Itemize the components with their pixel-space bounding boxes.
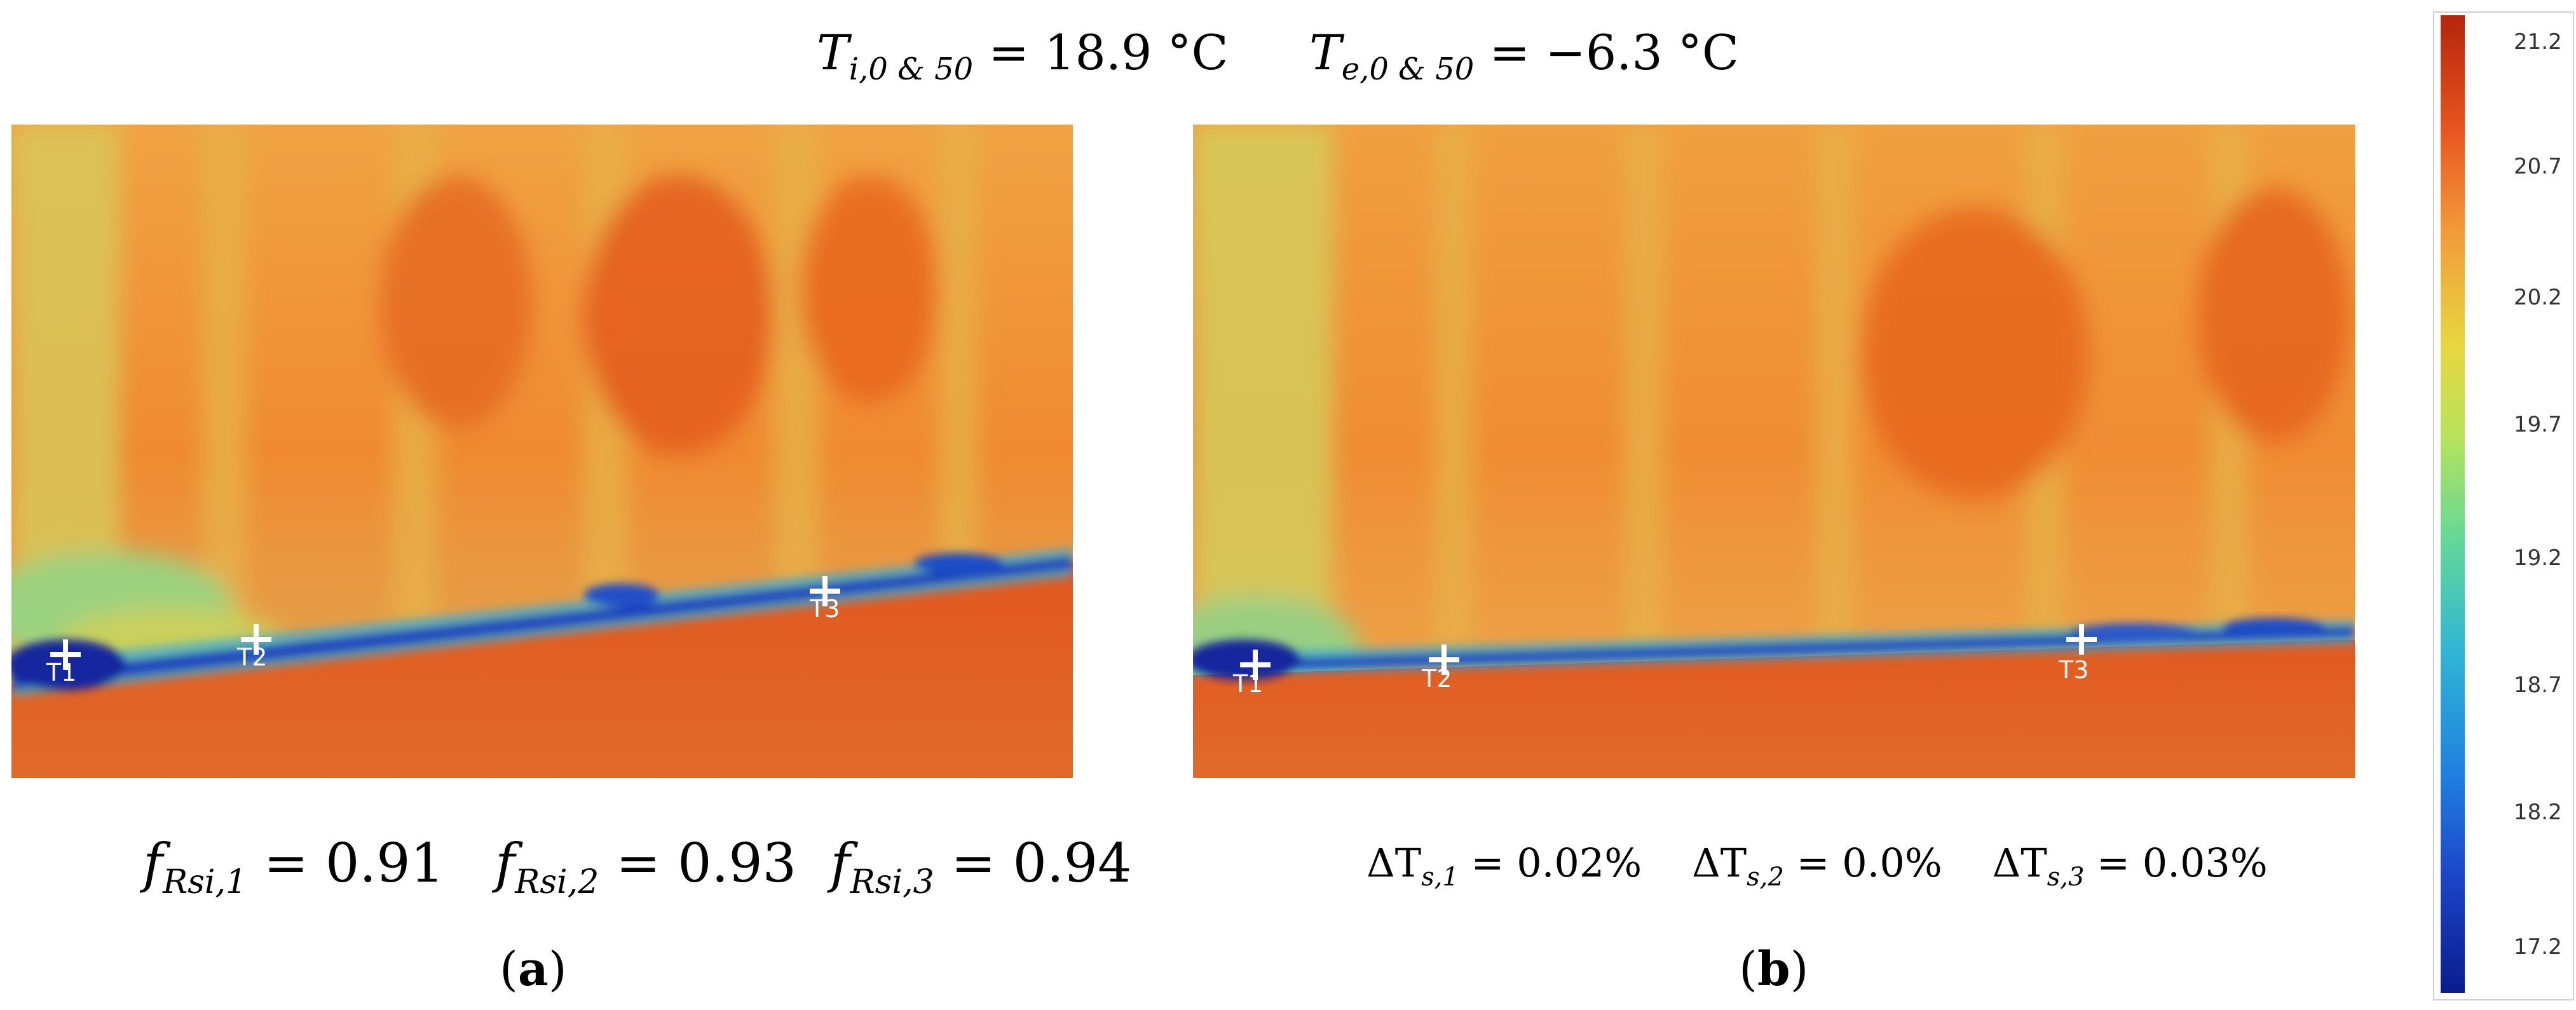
marker-t1-label: T1 [1233,670,1264,698]
dts-1-sub: s,1 [1421,863,1459,892]
colorbar [2441,15,2465,993]
frsi-1-symbol: f [143,832,163,894]
caption-b-open: ( [1739,942,1757,997]
dts-3-sub: s,3 [2047,863,2085,892]
delta-ts-values: ΔTs,1 = 0.02% ΔTs,2 = 0.0% ΔTs,3 = 0.03% [1366,825,2268,901]
marker-t3 [806,572,844,610]
thermogram-a: T1 T2 T3 [11,125,1073,778]
colorbar-tick: 19.7 [2514,412,2562,437]
colorbar-tick: 20.2 [2514,285,2562,310]
frsi-2-value: = 0.93 [599,832,797,894]
caption-b-letter: b [1757,942,1790,997]
ti-symbol: T [817,24,849,81]
frsi-3-value: = 0.94 [934,832,1132,894]
frsi-values: fRsi,1 = 0.91 fRsi,2 = 0.93 fRsi,3 = 0.9… [143,825,1132,901]
caption-a-open: ( [500,942,518,997]
indoor-temperature-label: Ti,0 & 50 = 18.9 °C [817,18,1229,88]
outdoor-temperature-label: Te,0 & 50 = −6.3 °C [1309,18,1739,88]
marker-t2-label: T2 [1422,665,1452,693]
frsi-3-sub: Rsi,3 [850,863,934,901]
colorbar-tick: 19.2 [2514,545,2562,571]
colorbar-tick: 21.2 [2514,29,2562,55]
colorbar-tick: 18.2 [2514,800,2562,825]
dts-3-value: = 0.03% [2084,840,2268,886]
frsi-2-sub: Rsi,2 [515,863,599,901]
te-symbol: T [1309,24,1342,81]
caption-a-letter: a [517,942,549,997]
marker-t1-label: T1 [46,659,77,686]
caption-b-close: ) [1790,942,1809,997]
marker-t2-label: T2 [237,643,268,671]
dts-1-symbol: ΔT [1366,840,1422,886]
thermogram-a-image [11,125,1073,778]
dts-2-value: = 0.0% [1783,840,1942,886]
marker-t1 [46,636,85,674]
thermogram-b: T1 T2 T3 [1193,125,2355,778]
te-value: = −6.3 °C [1474,24,1740,81]
marker-t1 [1236,646,1274,684]
dts-3-symbol: ΔT [1992,840,2047,886]
dts-2-sub: s,2 [1747,863,1784,892]
marker-t3-label: T3 [810,595,840,623]
caption-a: (a) [500,938,567,1001]
colorbar-tick: 18.7 [2514,672,2562,698]
colorbar-tick: 17.2 [2514,934,2562,960]
marker-t2 [1425,641,1463,679]
colorbar-tick: 20.7 [2514,154,2562,179]
frsi-3-symbol: f [830,832,850,894]
marker-t2 [237,620,275,659]
frsi-2-symbol: f [495,832,515,894]
ti-subscript: i,0 & 50 [848,51,974,87]
marker-t3 [2062,620,2101,659]
ti-value: = 18.9 °C [973,24,1229,81]
caption-a-close: ) [548,942,567,997]
thermogram-b-image [1193,125,2355,778]
caption-b: (b) [1739,938,1809,1001]
te-subscript: e,0 & 50 [1341,51,1475,87]
dts-2-symbol: ΔT [1692,840,1747,886]
frsi-1-value: = 0.91 [247,832,445,894]
frsi-1-sub: Rsi,1 [163,863,247,901]
dts-1-value: = 0.02% [1458,840,1642,886]
marker-t3-label: T3 [2059,656,2089,684]
